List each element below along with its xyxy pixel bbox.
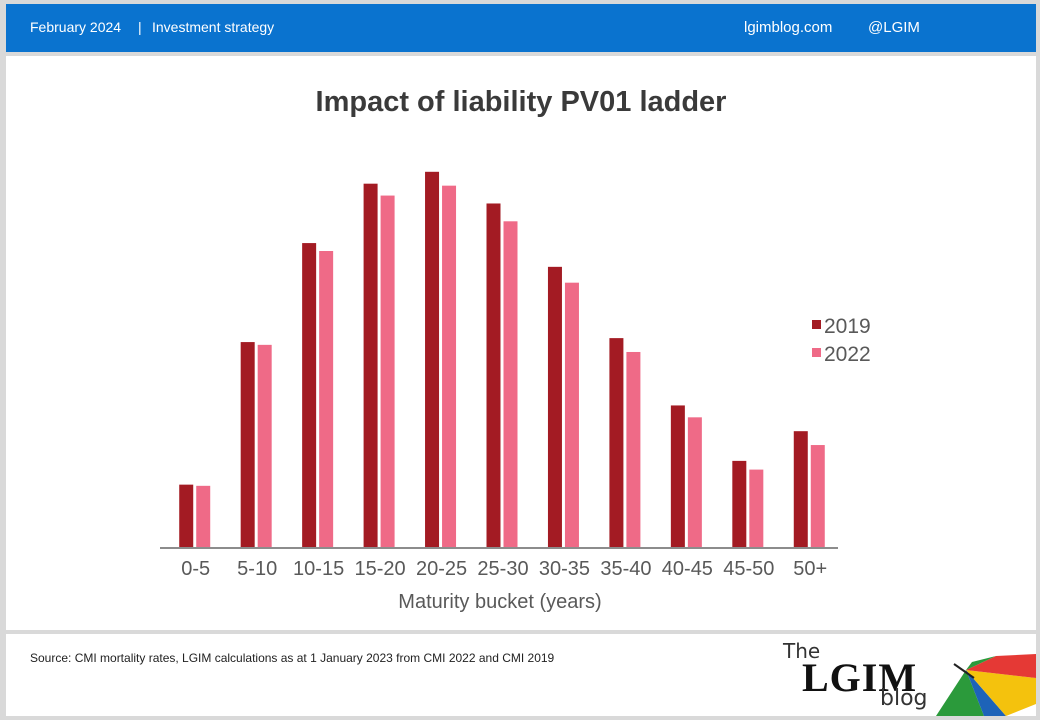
bar-2019-20-25: [425, 171, 440, 549]
x-tick-label: 25-30: [477, 558, 528, 580]
bar-2019-50+: [793, 431, 808, 548]
logo-lgim: LGIM: [802, 655, 918, 700]
x-tick-label: 10-15: [293, 558, 344, 580]
bar-2019-5-10: [240, 342, 255, 548]
bar-2019-35-40: [609, 338, 624, 548]
bar-2022-30-35: [564, 282, 579, 548]
lgim-blog-logo: The LGIM blog: [776, 634, 1036, 716]
bar-2019-10-15: [302, 243, 317, 548]
bar-2019-40-45: [670, 405, 685, 548]
bar-2022-45-50: [749, 469, 764, 548]
bar-2019-25-30: [486, 203, 501, 549]
umbrella-icon: [936, 654, 1036, 716]
x-tick-label: 45-50: [723, 558, 774, 580]
x-tick-label: 5-10: [237, 558, 277, 580]
bar-chart: 0-5 5-10 10-15 15-20 20-25 25-30 30-35 35-40 40-…: [160, 171, 871, 613]
bar-2022-25-30: [503, 221, 518, 549]
x-tick-label: 0-5: [181, 558, 210, 580]
bar-2022-15-20: [380, 195, 395, 548]
logo-the: The: [783, 639, 821, 663]
bar-2019-0-5: [179, 484, 194, 548]
bar-2022-35-40: [626, 351, 641, 548]
header-bar: February 2024 | Investment strategy lgim…: [6, 4, 1036, 52]
x-tick-label: 20-25: [416, 558, 467, 580]
bar-2019-15-20: [363, 183, 378, 548]
header-separator: |: [138, 19, 142, 35]
x-axis-label: Maturity bucket (years): [398, 591, 601, 613]
header-date: February 2024: [30, 19, 122, 35]
footer: Source: CMI mortality rates, LGIM calcul…: [6, 634, 1036, 716]
site-link[interactable]: lgimblog.com: [744, 19, 833, 36]
logo-blog: blog: [880, 686, 928, 711]
bar-2022-5-10: [257, 344, 272, 548]
x-tick-label: 50+: [793, 558, 827, 580]
header-topic: Investment strategy: [152, 19, 275, 35]
x-tick-label: 35-40: [600, 558, 651, 580]
chart-title: Impact of liability PV01 ladder: [315, 86, 727, 118]
twitter-handle-link[interactable]: @LGIM: [868, 19, 920, 36]
source-note: Source: CMI mortality rates, LGIM calcul…: [30, 651, 555, 665]
legend-swatch-2022: [812, 348, 821, 357]
bar-2019-45-50: [732, 460, 747, 548]
bar-2022-40-45: [687, 417, 702, 548]
bar-2022-50+: [810, 445, 825, 548]
x-tick-label: 30-35: [539, 558, 590, 580]
legend-swatch-2019: [812, 320, 821, 329]
bar-2019-30-35: [547, 266, 562, 548]
legend-label-2019: 2019: [824, 315, 871, 338]
bar-2022-0-5: [196, 485, 211, 548]
bar-2022-10-15: [319, 251, 334, 548]
chart-panel: Impact of liability PV01 ladder 0-5 5-10 1…: [6, 56, 1036, 630]
x-tick-label: 15-20: [355, 558, 406, 580]
bar-2022-20-25: [442, 185, 457, 548]
legend-label-2022: 2022: [824, 343, 871, 366]
x-tick-label: 40-45: [662, 558, 713, 580]
